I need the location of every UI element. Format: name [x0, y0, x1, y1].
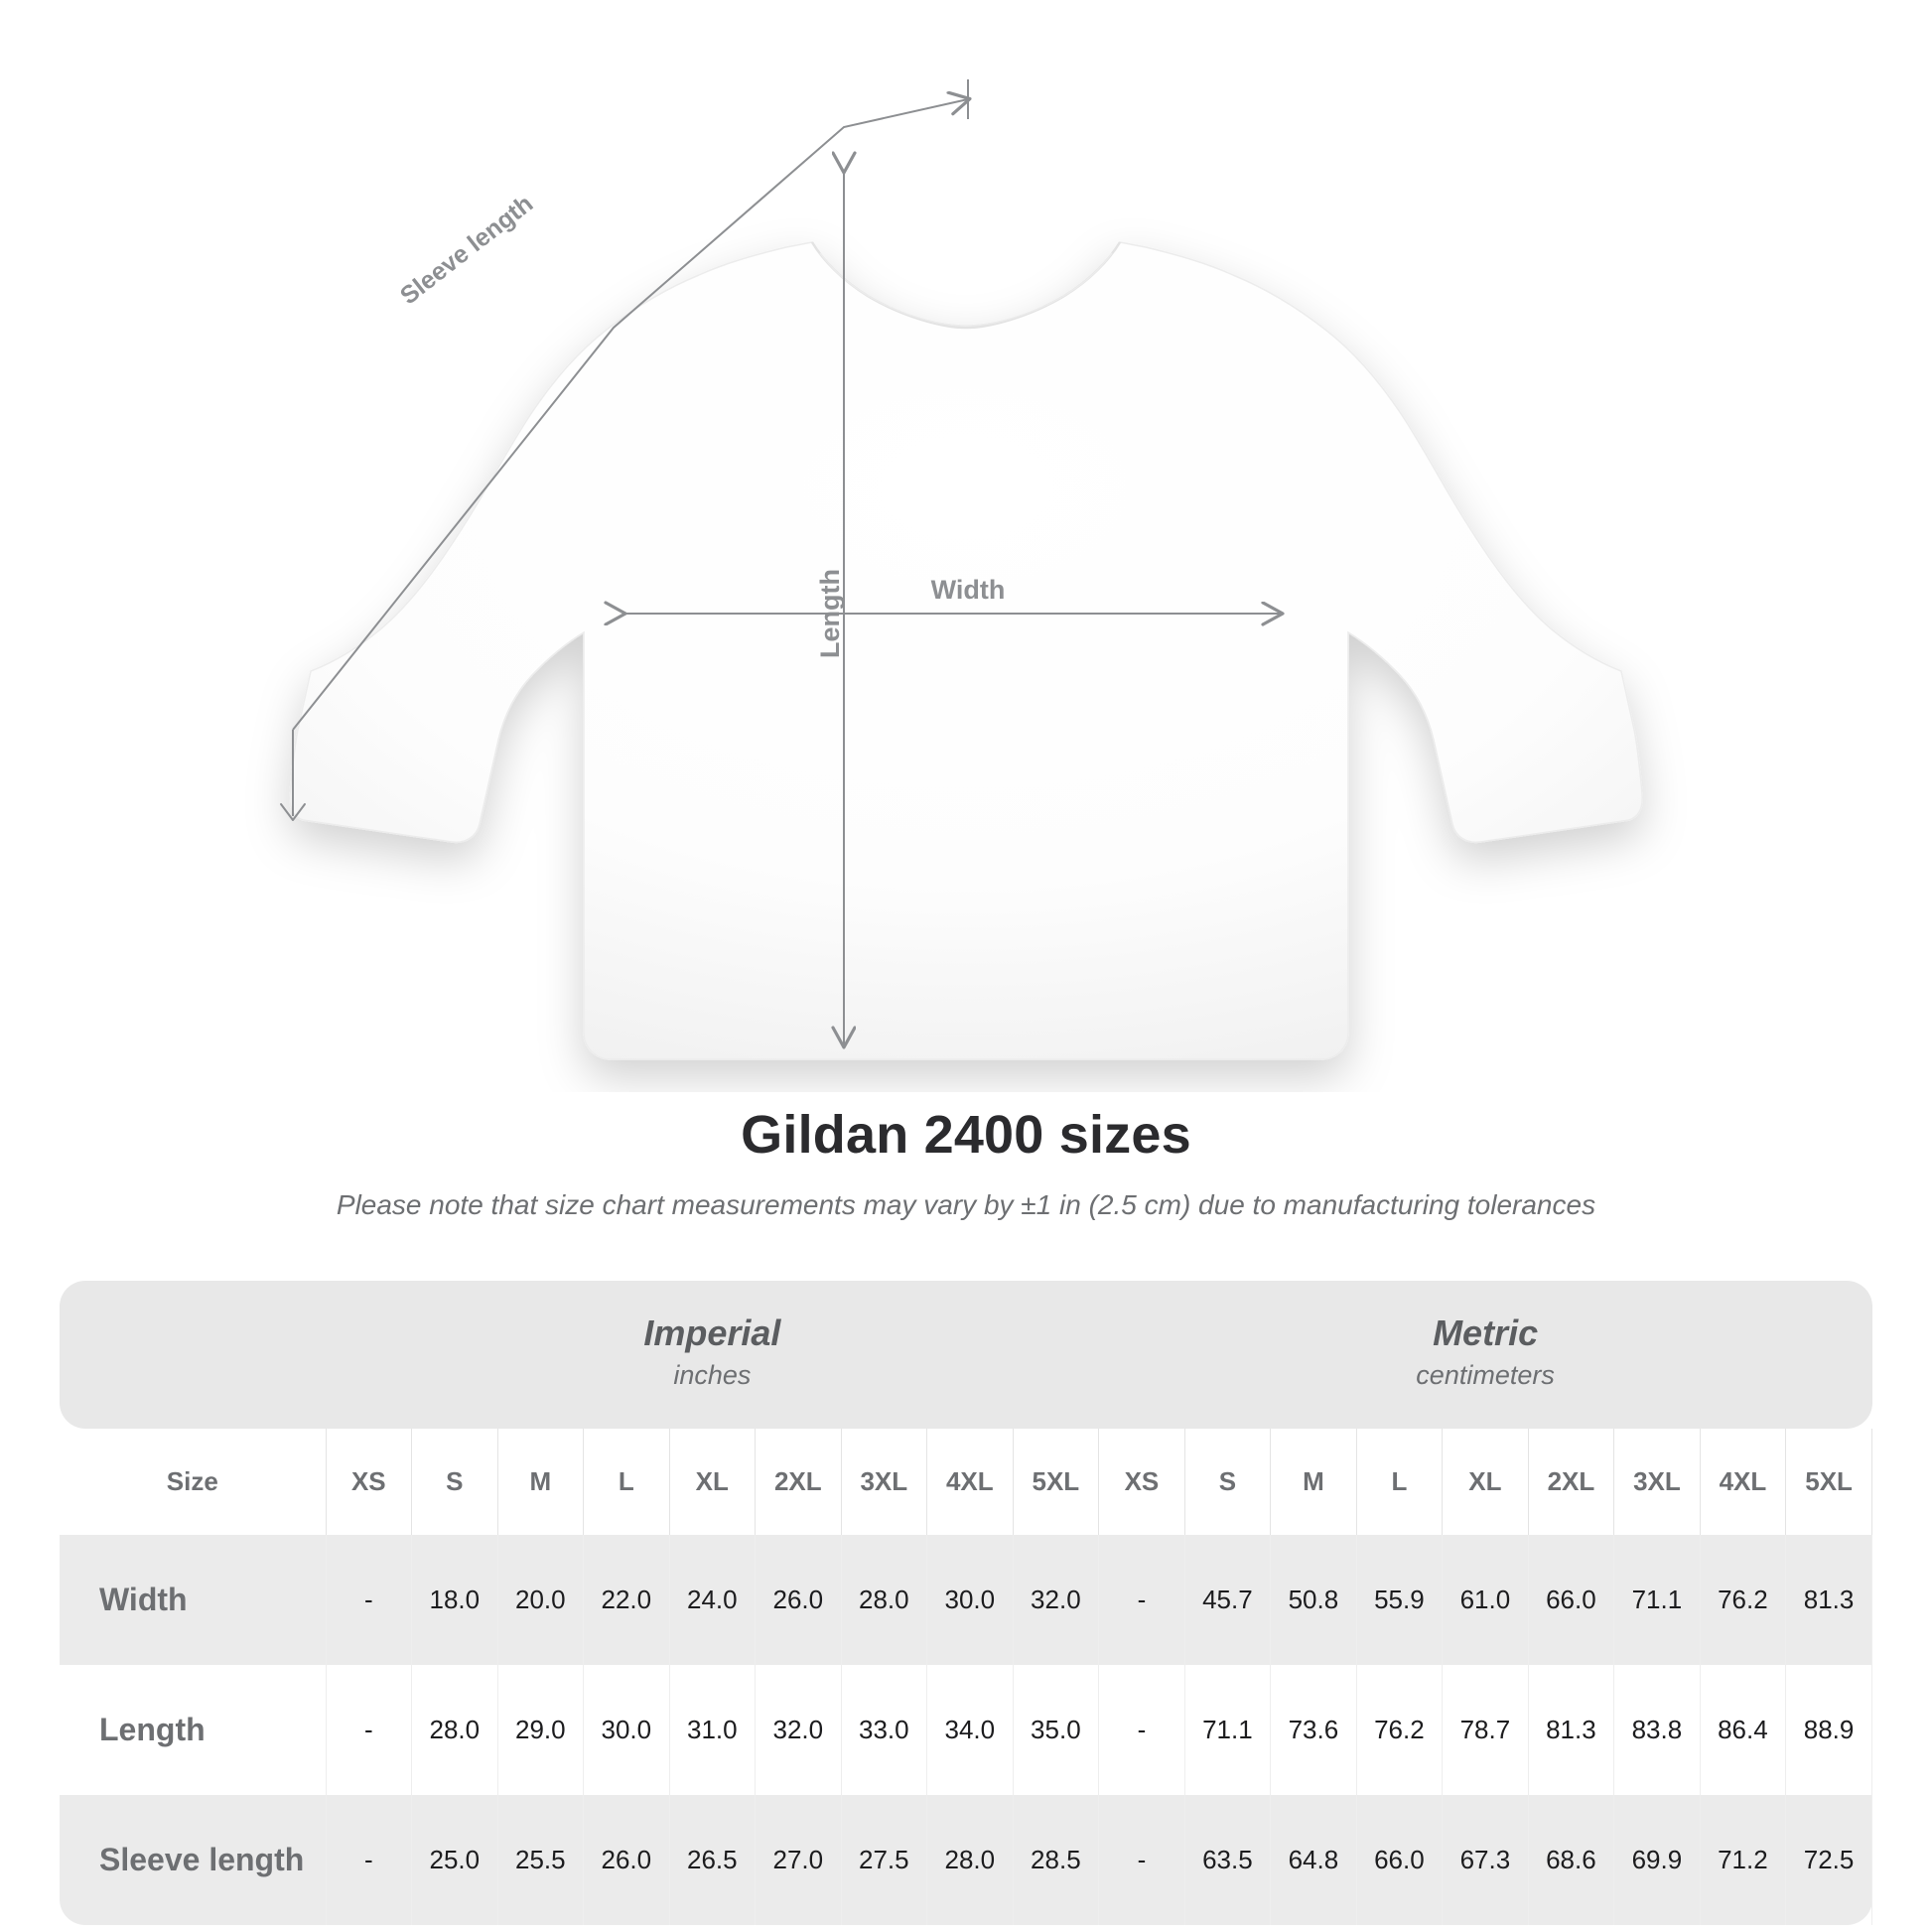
svg-text:Width: Width [931, 575, 1006, 605]
svg-text:Length: Length [815, 569, 845, 658]
svg-text:Sleeve length: Sleeve length [395, 190, 538, 310]
